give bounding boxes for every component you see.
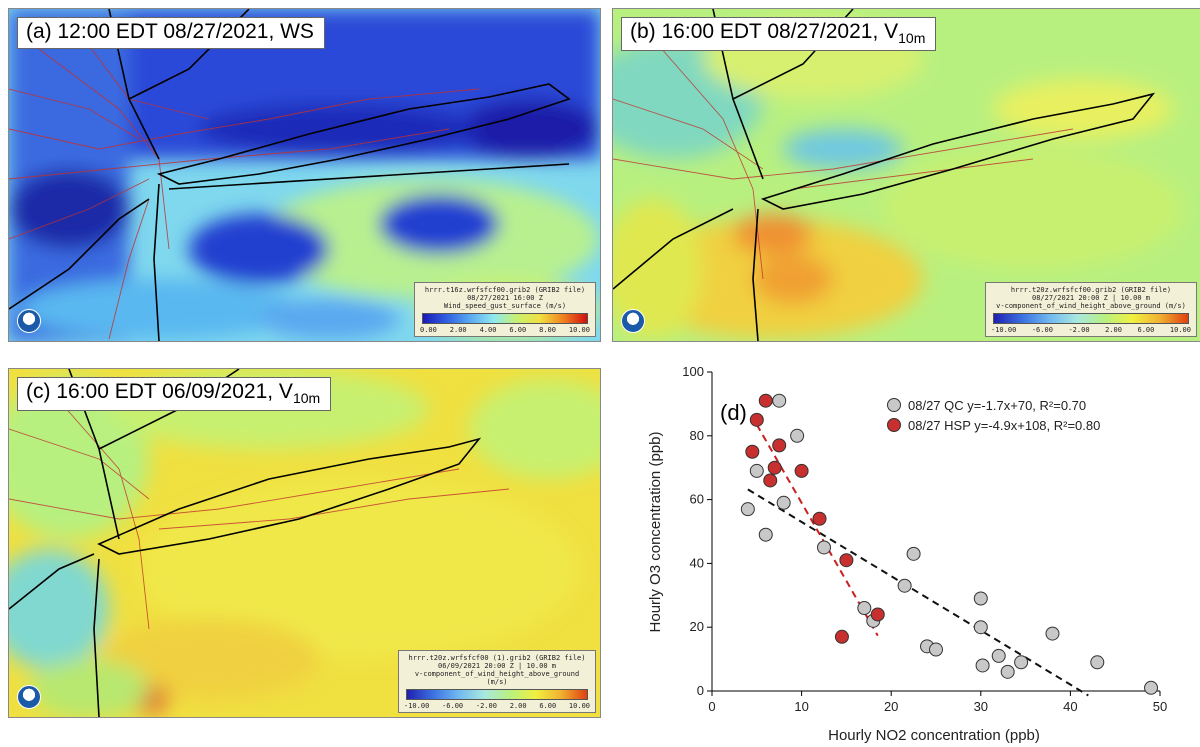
chart-legend: 08/27 QC y=-1.7x+70, R²=0.70 08/27 HSP y=… bbox=[887, 398, 1100, 433]
data-points bbox=[740, 393, 1159, 695]
data-point-0 bbox=[973, 591, 988, 606]
colorbar-legend-a: hrrr.t16z.wrfsfcf00.grib2 (GRIB2 file) 0… bbox=[414, 282, 596, 337]
noaa-logo-icon bbox=[17, 309, 41, 333]
data-point-0 bbox=[973, 620, 988, 635]
legend-marker bbox=[887, 398, 901, 412]
legend-label: 08/27 QC y=-1.7x+70, R²=0.70 bbox=[908, 398, 1086, 413]
x-tick-label: 40 bbox=[1063, 699, 1077, 714]
data-point-0 bbox=[740, 502, 755, 517]
panel-c-title: (c) 16:00 EDT 06/09/2021, V10m bbox=[17, 377, 332, 412]
fit-line-0 bbox=[747, 488, 1089, 697]
data-point-0 bbox=[772, 393, 787, 408]
wind-speed-field-a bbox=[9, 9, 600, 341]
data-point-0 bbox=[1014, 655, 1029, 670]
data-point-0 bbox=[1000, 664, 1015, 679]
y-tick-label: 80 bbox=[690, 428, 704, 443]
data-point-0 bbox=[857, 601, 872, 616]
x-axis-label: Hourly NO2 concentration (ppb) bbox=[828, 727, 1040, 744]
y-tick-label: 20 bbox=[690, 619, 704, 634]
data-point-0 bbox=[1045, 626, 1060, 641]
data-point-0 bbox=[929, 642, 943, 657]
data-point-1 bbox=[767, 460, 782, 475]
x-tick-label: 0 bbox=[708, 699, 715, 714]
data-point-1 bbox=[749, 412, 764, 427]
y-tick-label: 100 bbox=[682, 364, 704, 379]
data-point-1 bbox=[758, 393, 773, 408]
data-point-0 bbox=[776, 495, 791, 510]
y-tick-label: 60 bbox=[690, 492, 704, 507]
panel-d-label: (d) bbox=[720, 400, 747, 425]
chart-axes: 0 10 20 30 40 50 0 20 40 60 80 100 bbox=[682, 364, 1167, 714]
panel-b-title: (b) 16:00 EDT 08/27/2021, V10m bbox=[621, 17, 937, 52]
x-tick-label: 30 bbox=[974, 699, 988, 714]
data-point-0 bbox=[906, 546, 921, 561]
panel-a-title: (a) 12:00 EDT 08/27/2021, WS bbox=[17, 17, 325, 49]
data-point-0 bbox=[790, 428, 805, 443]
data-point-1 bbox=[839, 553, 854, 568]
data-point-0 bbox=[991, 648, 1006, 663]
data-point-0 bbox=[975, 658, 990, 673]
data-point-1 bbox=[834, 629, 849, 644]
data-point-1 bbox=[794, 463, 809, 478]
v-wind-field-b bbox=[613, 9, 1200, 341]
noaa-logo-icon bbox=[17, 685, 41, 709]
data-point-1 bbox=[745, 444, 760, 459]
x-tick-label: 20 bbox=[884, 699, 898, 714]
y-tick-label: 0 bbox=[697, 683, 704, 698]
data-point-1 bbox=[772, 438, 787, 453]
data-point-0 bbox=[1144, 680, 1159, 695]
x-tick-label: 50 bbox=[1153, 699, 1167, 714]
legend-marker bbox=[887, 418, 901, 432]
v-wind-field-c bbox=[9, 369, 600, 717]
data-point-1 bbox=[812, 511, 827, 526]
colorbar-legend-b: hrrr.t20z.wrfsfcf00.grib2 (GRIB2 file) 0… bbox=[985, 282, 1197, 337]
legend-label: 08/27 HSP y=-4.9x+108, R²=0.80 bbox=[908, 418, 1100, 433]
data-point-0 bbox=[897, 578, 912, 593]
data-point-0 bbox=[1090, 655, 1105, 670]
fit-line-1 bbox=[755, 424, 879, 637]
map-panel-b: (b) 16:00 EDT 08/27/2021, V10m hrrr.t20z… bbox=[612, 8, 1200, 342]
noaa-logo-icon bbox=[621, 309, 645, 333]
data-point-1 bbox=[763, 473, 778, 488]
x-tick-label: 10 bbox=[794, 699, 808, 714]
data-point-0 bbox=[758, 527, 773, 542]
data-point-0 bbox=[749, 463, 764, 478]
y-axis-label: Hourly O3 concentration (ppb) bbox=[647, 432, 664, 633]
map-panel-c: (c) 16:00 EDT 06/09/2021, V10m hrrr.t20z… bbox=[8, 368, 601, 718]
y-tick-label: 40 bbox=[690, 555, 704, 570]
map-panel-a: (a) 12:00 EDT 08/27/2021, WS hrrr.t16z.w… bbox=[8, 8, 601, 342]
o3-no2-scatter-chart: 0 10 20 30 40 50 0 20 40 60 80 100 08/27 QC y=-1.7x… bbox=[647, 364, 1167, 744]
fit-lines bbox=[747, 424, 1089, 697]
data-point-0 bbox=[817, 540, 831, 555]
data-point-1 bbox=[870, 607, 885, 622]
colorbar-legend-c: hrrr.t20z.wrfsfcf00 (1).grib2 (GRIB2 fil… bbox=[398, 650, 596, 713]
